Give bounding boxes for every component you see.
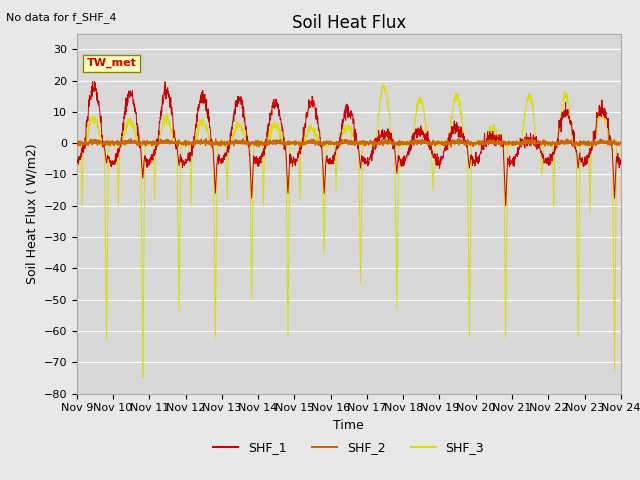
SHF_1: [508, 157, 515, 163]
SHF_3: [73, 141, 81, 146]
SHF_1: [570, 127, 577, 133]
SHF_2: [376, 138, 384, 144]
SHF_3: [570, 141, 577, 146]
Text: TW_met: TW_met: [86, 58, 136, 68]
SHF_1: [365, 159, 372, 165]
SHF_1: [376, 132, 384, 138]
SHF_3: [379, 82, 387, 88]
Line: SHF_1: SHF_1: [77, 82, 621, 206]
SHF_2: [528, 134, 536, 140]
Line: SHF_2: SHF_2: [77, 137, 621, 147]
SHF_1: [225, 148, 232, 154]
Legend: SHF_1, SHF_2, SHF_3: SHF_1, SHF_2, SHF_3: [209, 436, 489, 459]
SHF_2: [584, 141, 592, 146]
SHF_3: [139, 375, 147, 381]
SHF_1: [502, 203, 509, 209]
SHF_3: [376, 97, 384, 103]
SHF_2: [365, 141, 372, 146]
Title: Soil Heat Flux: Soil Heat Flux: [292, 14, 406, 32]
X-axis label: Time: Time: [333, 419, 364, 432]
SHF_1: [617, 162, 625, 168]
SHF_2: [507, 140, 515, 146]
SHF_3: [584, 140, 592, 146]
Text: No data for f_SHF_4: No data for f_SHF_4: [6, 12, 117, 23]
SHF_3: [508, 141, 515, 146]
SHF_3: [365, 140, 372, 145]
SHF_3: [225, 142, 232, 148]
Line: SHF_3: SHF_3: [77, 85, 621, 378]
SHF_2: [617, 139, 625, 145]
SHF_3: [617, 141, 625, 146]
SHF_1: [584, 153, 592, 158]
SHF_2: [570, 143, 577, 149]
SHF_1: [91, 79, 99, 84]
SHF_2: [225, 141, 232, 146]
Y-axis label: Soil Heat Flux ( W/m2): Soil Heat Flux ( W/m2): [25, 144, 38, 284]
SHF_2: [73, 139, 81, 145]
SHF_2: [371, 144, 378, 150]
SHF_1: [73, 155, 81, 160]
